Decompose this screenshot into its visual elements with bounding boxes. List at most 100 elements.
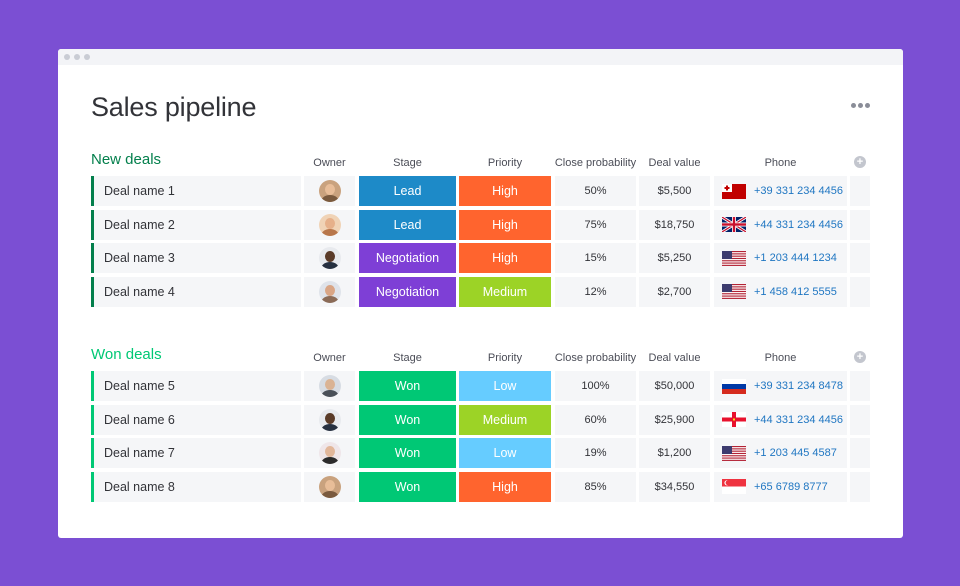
close-probability-cell[interactable]: 75% [555,209,636,240]
column-header-deal-value[interactable]: Deal value [648,352,701,364]
close-probability-cell[interactable]: 60% [555,404,636,435]
phone-cell[interactable]: +1 203 444 1234 [714,243,847,273]
phone-cell[interactable]: +44 331 234 4456 [714,404,847,435]
table-row[interactable]: Deal name 6 Won Medium 60% $25,900 +44 331 23… [91,404,871,435]
empty-cell[interactable] [850,438,870,468]
avatar-woman-curly-hair-icon [318,475,341,498]
table-row[interactable]: Deal name 7 Won Low 19% $1,200 +1 203 445 458… [91,438,871,468]
stage-status[interactable]: Won [359,404,456,435]
column-header-deal-value[interactable]: Deal value [648,157,701,169]
owner-cell[interactable] [304,371,355,401]
column-header-stage[interactable]: Stage [393,352,422,364]
deal-name-cell[interactable]: Deal name 7 [91,438,301,468]
phone-number[interactable]: +1 458 412 5555 [754,285,837,298]
deal-value-cell[interactable]: $25,900 [639,404,710,435]
stage-status[interactable]: Negotiation [359,243,456,273]
owner-cell[interactable] [304,438,355,468]
close-probability-cell[interactable]: 15% [555,243,636,273]
priority-status[interactable]: High [459,243,551,273]
table-row[interactable]: Deal name 8 Won High 85% $34,550 +65 6789 877… [91,471,871,502]
column-header-close-probability[interactable]: Close probability [554,157,637,169]
phone-cell[interactable]: +1 203 445 4587 [714,438,847,468]
deal-name-cell[interactable]: Deal name 4 [91,276,301,307]
phone-cell[interactable]: +39 331 234 8478 [714,371,847,401]
phone-number[interactable]: +1 203 445 4587 [754,447,837,459]
deal-value-cell[interactable]: $1,200 [639,438,710,468]
column-header-owner[interactable]: Owner [313,352,346,364]
deal-value-cell[interactable]: $5,250 [639,243,710,273]
more-options-icon[interactable] [851,102,871,110]
column-header-priority[interactable]: Priority [487,352,523,364]
deal-value-cell[interactable]: $50,000 [639,371,710,401]
deal-value-cell[interactable]: $34,550 [639,471,710,502]
priority-status[interactable]: High [459,209,551,240]
deal-name-cell[interactable]: Deal name 8 [91,471,301,502]
column-header-close-probability[interactable]: Close probability [554,352,637,364]
phone-cell[interactable]: +1 458 412 5555 [714,276,847,307]
add-column-icon[interactable]: + [854,351,866,363]
table-row[interactable]: Deal name 1 Lead High 50% $5,500 +39 331 234 … [91,176,871,206]
close-probability-cell[interactable]: 12% [555,276,636,307]
phone-number[interactable]: +44 331 234 4456 [754,413,844,426]
empty-cell[interactable] [850,276,870,307]
empty-cell[interactable] [850,471,870,502]
table-row[interactable]: Deal name 2 Lead High 75% $18,750 +44 331 234… [91,209,871,240]
priority-status[interactable]: Low [459,371,551,401]
owner-cell[interactable] [304,276,355,307]
stage-status[interactable]: Won [359,438,456,468]
deal-name-cell[interactable]: Deal name 1 [91,176,301,206]
deal-value-cell[interactable]: $18,750 [639,209,710,240]
stage-status[interactable]: Lead [359,209,456,240]
column-header-phone[interactable]: Phone [764,157,797,169]
phone-cell[interactable]: +65 6789 8777 [714,471,847,502]
column-header-priority[interactable]: Priority [487,157,523,169]
stage-status[interactable]: Lead [359,176,456,206]
stage-status[interactable]: Negotiation [359,276,456,307]
deal-name: Deal name 8 [104,479,175,494]
deal-name-cell[interactable]: Deal name 6 [91,404,301,435]
column-header-stage[interactable]: Stage [393,157,422,169]
priority-status[interactable]: Medium [459,276,551,307]
owner-cell[interactable] [304,471,355,502]
phone-number[interactable]: +1 203 444 1234 [754,252,837,264]
close-probability-cell[interactable]: 19% [555,438,636,468]
priority-status[interactable]: High [459,471,551,502]
column-header-phone[interactable]: Phone [764,352,797,364]
priority-status[interactable]: Medium [459,404,551,435]
owner-cell[interactable] [304,176,355,206]
empty-cell[interactable] [850,209,870,240]
priority-status[interactable]: Low [459,438,551,468]
empty-cell[interactable] [850,371,870,401]
phone-number[interactable]: +39 331 234 4456 [754,185,844,197]
close-probability-cell[interactable]: 50% [555,176,636,206]
stage-status[interactable]: Won [359,471,456,502]
owner-cell[interactable] [304,209,355,240]
table-row[interactable]: Deal name 5 Won Low 100% $50,000 +39 331 234 … [91,371,871,401]
column-header-owner[interactable]: Owner [313,157,346,169]
phone-cell[interactable]: +44 331 234 4456 [714,209,847,240]
deal-value-cell[interactable]: $2,700 [639,276,710,307]
owner-cell[interactable] [304,243,355,273]
add-column-icon[interactable]: + [854,156,866,168]
deal-name-cell[interactable]: Deal name 2 [91,209,301,240]
deal-name-cell[interactable]: Deal name 3 [91,243,301,273]
group-color-bar [91,471,94,502]
group-title[interactable]: Won deals [91,346,162,363]
phone-number[interactable]: +65 6789 8777 [754,480,828,493]
phone-cell[interactable]: +39 331 234 4456 [714,176,847,206]
stage-status[interactable]: Won [359,371,456,401]
close-probability-cell[interactable]: 100% [555,371,636,401]
empty-cell[interactable] [850,404,870,435]
deal-value-cell[interactable]: $5,500 [639,176,710,206]
group-title[interactable]: New deals [91,151,162,168]
deal-name-cell[interactable]: Deal name 5 [91,371,301,401]
phone-number[interactable]: +39 331 234 8478 [754,380,844,392]
empty-cell[interactable] [850,176,870,206]
table-row[interactable]: Deal name 3 Negotiation High 15% $5,250 +1 20… [91,243,871,273]
table-row[interactable]: Deal name 4 Negotiation Medium 12% $2,700 +1 … [91,276,871,307]
phone-number[interactable]: +44 331 234 4456 [754,218,844,231]
owner-cell[interactable] [304,404,355,435]
empty-cell[interactable] [850,243,870,273]
close-probability-cell[interactable]: 85% [555,471,636,502]
priority-status[interactable]: High [459,176,551,206]
